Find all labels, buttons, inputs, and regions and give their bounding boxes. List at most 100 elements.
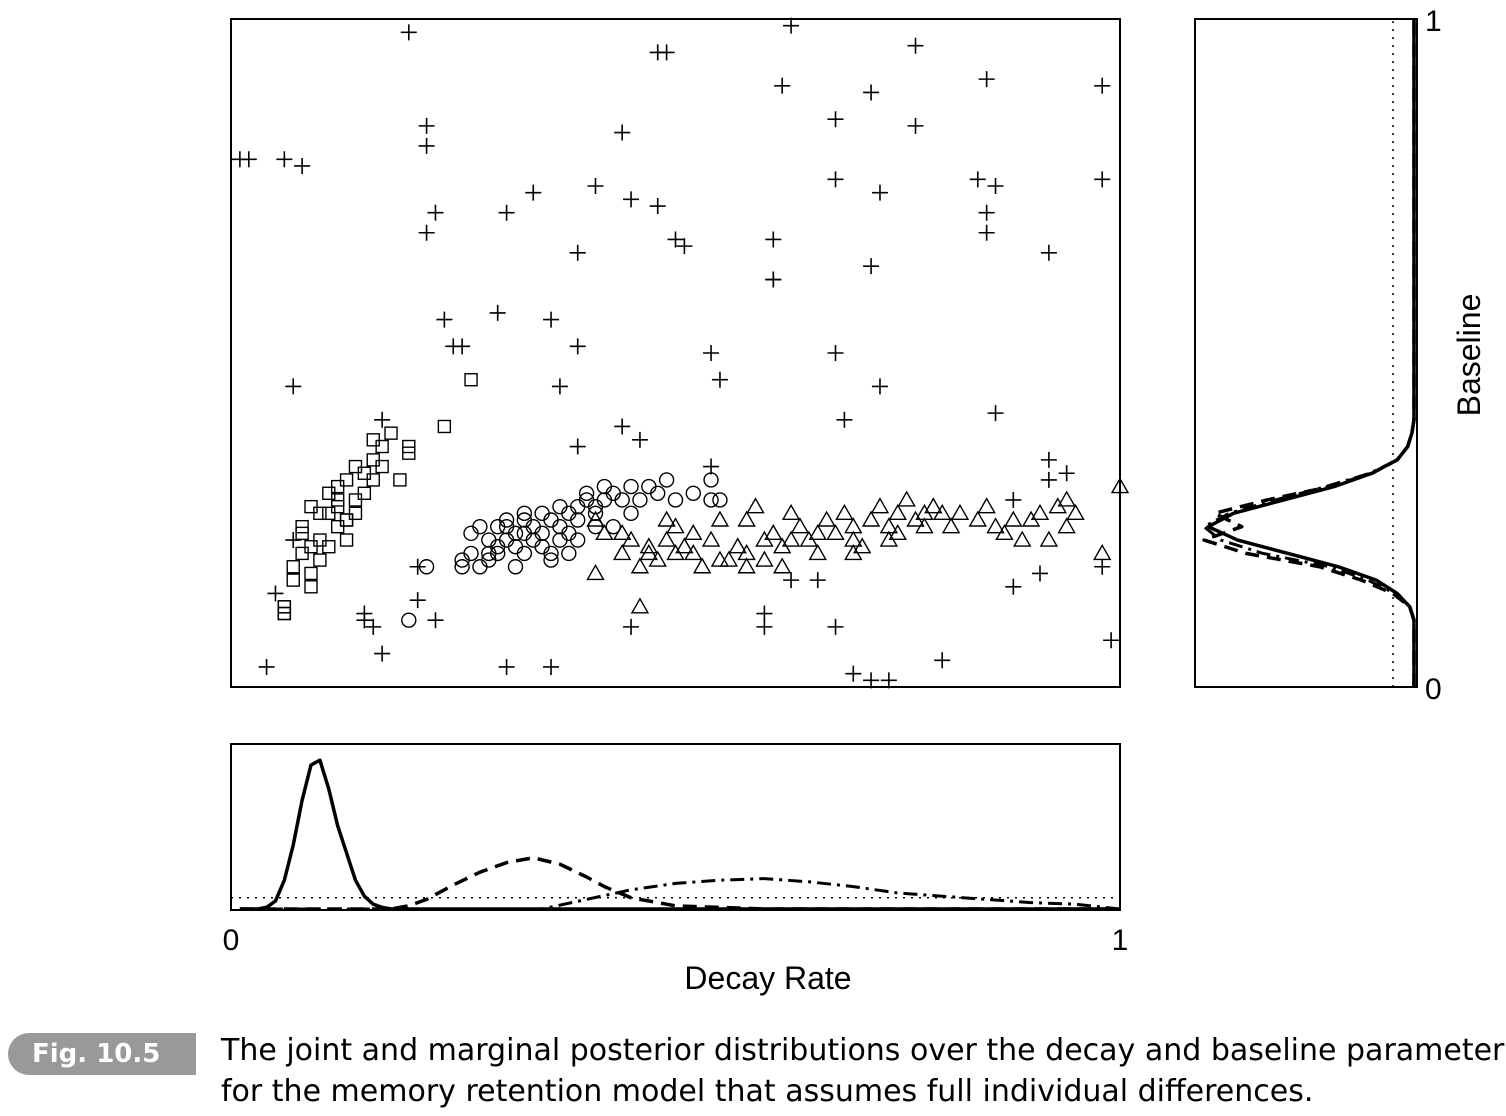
triangle-marker: [701, 530, 721, 547]
square-marker: [330, 479, 345, 494]
plus-marker: [1094, 171, 1111, 188]
square-marker: [304, 566, 318, 581]
triangle-marker: [1013, 530, 1032, 547]
plus-marker: [498, 658, 515, 675]
plus-marker: [1040, 471, 1057, 488]
square-marker: [330, 499, 345, 514]
circle-marker: [685, 485, 701, 501]
plus-marker: [569, 438, 586, 455]
triangle-marker: [719, 550, 739, 567]
triangle-marker: [737, 510, 756, 527]
circle-marker: [534, 539, 550, 555]
square-marker: [437, 419, 452, 434]
circle-marker: [498, 532, 515, 548]
circle-marker: [543, 545, 559, 562]
plus-marker: [845, 665, 862, 682]
plus-marker: [667, 231, 684, 248]
plus-marker: [703, 458, 720, 475]
square-marker: [402, 446, 416, 460]
square-marker: [375, 439, 389, 454]
triangle-marker: [586, 564, 605, 581]
plus-marker: [623, 618, 640, 635]
circle-marker: [614, 492, 630, 508]
circle-marker: [454, 559, 470, 575]
plus-marker: [756, 605, 773, 622]
plus-marker: [987, 178, 1004, 194]
triangle-marker: [630, 597, 650, 614]
plus-marker: [543, 658, 560, 675]
plus-marker: [676, 238, 693, 255]
plus-marker: [569, 338, 586, 355]
plus-marker: [1094, 558, 1111, 575]
circle-marker: [472, 518, 488, 535]
circle-marker: [472, 559, 488, 575]
circle-marker: [481, 545, 497, 562]
plus-marker: [231, 151, 248, 168]
baseline-density-dashed: [1202, 19, 1416, 687]
square-marker: [339, 513, 354, 527]
plus-marker: [1005, 491, 1022, 508]
triangle-marker: [844, 517, 863, 534]
circle-marker: [552, 498, 568, 515]
circle-marker: [570, 512, 586, 528]
triangle-marker: [808, 523, 827, 541]
square-marker: [313, 553, 327, 567]
plus-marker: [365, 618, 382, 635]
figure-number-badge: Fig. 10.5: [8, 1033, 196, 1075]
plus-marker: [427, 204, 444, 221]
plus-marker: [703, 345, 720, 361]
circle-marker: [525, 532, 541, 548]
circle-marker: [658, 472, 675, 488]
plus-marker: [294, 157, 311, 174]
square-marker: [286, 573, 300, 587]
triangle-marker: [968, 510, 987, 527]
plus-marker: [409, 592, 426, 609]
square-marker: [295, 519, 309, 534]
plus-marker: [285, 532, 302, 549]
caption-line-2: for the memory retention model that assu…: [221, 1074, 1314, 1109]
plus-marker: [649, 198, 666, 215]
baseline-density-solid: [1206, 19, 1416, 687]
plus-marker: [374, 645, 391, 662]
triangle-marker: [692, 557, 712, 574]
circle-marker: [490, 545, 506, 562]
circle-marker: [507, 539, 524, 555]
plus-marker: [631, 431, 648, 448]
plus-marker: [1031, 565, 1048, 582]
triangle-marker: [1057, 490, 1076, 507]
plus-marker: [400, 24, 417, 41]
triangle-marker: [977, 497, 996, 514]
triangle-marker: [684, 523, 703, 541]
triangle-marker: [790, 517, 810, 534]
triangle-marker: [870, 497, 890, 514]
plus-marker: [863, 84, 880, 101]
plus-marker: [871, 378, 888, 395]
decay-density-dashed: [239, 856, 1120, 911]
baseline-axis-title: Baseline: [1451, 294, 1487, 417]
scatter-plot-frame: [230, 18, 1121, 688]
circle-marker: [401, 612, 417, 628]
scatter-marks: [231, 17, 1130, 689]
plus-marker: [827, 111, 844, 128]
plus-marker: [418, 137, 435, 154]
plus-marker: [783, 17, 800, 34]
decay-marginal-frame: [230, 743, 1121, 911]
baseline-tick-bottom: 0: [1425, 673, 1442, 706]
triangle-marker: [950, 503, 970, 521]
plus-marker: [623, 191, 640, 208]
plus-marker: [783, 572, 800, 589]
square-marker: [304, 540, 318, 554]
circle-marker: [632, 492, 648, 508]
triangle-marker: [826, 523, 845, 541]
plus-marker: [978, 204, 995, 221]
circle-marker: [552, 532, 568, 548]
baseline-density-dash-dot: [1202, 19, 1416, 687]
plus-marker: [880, 672, 897, 689]
square-marker: [339, 533, 354, 547]
triangle-marker: [781, 530, 801, 547]
triangle-marker: [1093, 543, 1112, 561]
circle-marker: [667, 492, 684, 508]
triangle-marker: [808, 543, 827, 561]
triangle-marker: [630, 557, 650, 574]
plus-marker: [1040, 451, 1057, 468]
